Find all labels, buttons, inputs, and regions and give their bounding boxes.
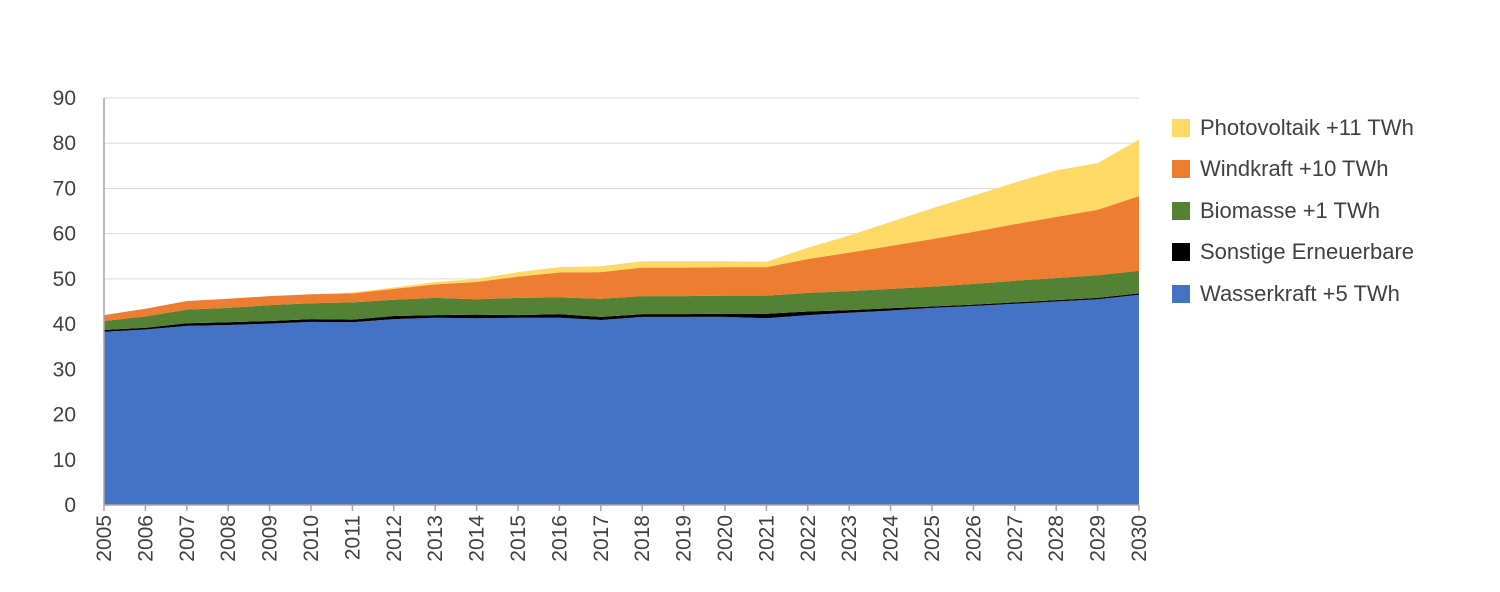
- x-tick-label: 2007: [176, 515, 199, 562]
- x-tick-label: 2028: [1045, 515, 1068, 562]
- x-tick-labels: 2005 2006 2007 2008 2009 2010 2011 2012 2013 2014…: [93, 515, 1151, 562]
- legend-item: Sonstige Erneuerbare: [1172, 232, 1492, 274]
- y-tick-label: 50: [53, 268, 76, 291]
- y-tick-label: 90: [53, 87, 76, 110]
- x-tick-label: 2025: [921, 515, 944, 562]
- x-tick-label: 2023: [838, 515, 861, 562]
- legend-swatch: [1172, 201, 1190, 220]
- legend-item: Wasserkraft +5 TWh: [1172, 273, 1492, 315]
- x-tick-label: 2006: [134, 515, 157, 562]
- x-tick-label: 2016: [548, 515, 571, 562]
- x-tick-label: 2022: [797, 515, 820, 562]
- y-tick-label: 10: [53, 449, 76, 472]
- axes: [103, 98, 1140, 511]
- y-tick-label: 30: [53, 358, 76, 381]
- x-tick-label: 2005: [93, 515, 116, 562]
- y-tick-label: 0: [64, 494, 76, 517]
- legend-swatch: [1172, 243, 1190, 262]
- legend-label: Windkraft +10 TWh: [1200, 156, 1389, 182]
- legend-item: Biomasse +1 TWh: [1172, 190, 1492, 232]
- area-series-0: [104, 294, 1139, 505]
- legend-swatch: [1172, 160, 1190, 179]
- legend-label: Photovoltaik +11 TWh: [1200, 114, 1414, 140]
- y-tick-label: 80: [53, 132, 76, 155]
- x-tick-label: 2020: [714, 515, 737, 562]
- y-tick-label: 70: [53, 177, 76, 200]
- legend-swatch: [1172, 284, 1190, 303]
- x-tick-label: 2018: [631, 515, 654, 562]
- area-series-4: [104, 139, 1139, 316]
- x-tick-label: 2011: [341, 515, 364, 560]
- legend-label: Wasserkraft +5 TWh: [1200, 280, 1400, 306]
- x-tick-label: 2014: [466, 515, 489, 562]
- area-series-3: [104, 196, 1139, 321]
- y-tick-label: 20: [53, 404, 76, 427]
- legend-label: Biomasse +1 TWh: [1200, 197, 1380, 223]
- x-tick-label: 2021: [755, 515, 778, 562]
- x-tick-label: 2017: [590, 515, 613, 562]
- x-tick-label: 2013: [424, 515, 447, 562]
- area-series-2: [104, 270, 1139, 330]
- y-tick-labels: 0 10 20 30 40 50 60 70 80 90: [53, 87, 76, 517]
- x-tick-label: 2008: [217, 515, 240, 562]
- legend-label: Sonstige Erneuerbare: [1200, 239, 1415, 265]
- y-tick-label: 40: [53, 313, 76, 336]
- x-tick-label: 2012: [383, 515, 406, 562]
- y-tick-label: 60: [53, 223, 76, 246]
- x-tick-label: 2019: [673, 515, 696, 562]
- area-series: [104, 139, 1139, 505]
- x-tick-label: 2030: [1128, 515, 1151, 562]
- legend-swatch: [1172, 118, 1190, 137]
- legend: Photovoltaik +11 TWh Windkraft +10 TWh Bio…: [1172, 107, 1492, 315]
- x-tick-label: 2010: [300, 515, 323, 562]
- legend-item: Photovoltaik +11 TWh: [1172, 107, 1492, 149]
- x-tick-label: 2029: [1087, 515, 1110, 562]
- legend-item: Windkraft +10 TWh: [1172, 149, 1492, 191]
- x-tick-label: 2026: [962, 515, 985, 562]
- x-tick-label: 2015: [507, 515, 530, 562]
- x-tick-label: 2027: [1004, 515, 1027, 562]
- x-tick-label: 2024: [880, 515, 903, 562]
- x-tick-label: 2009: [259, 515, 282, 562]
